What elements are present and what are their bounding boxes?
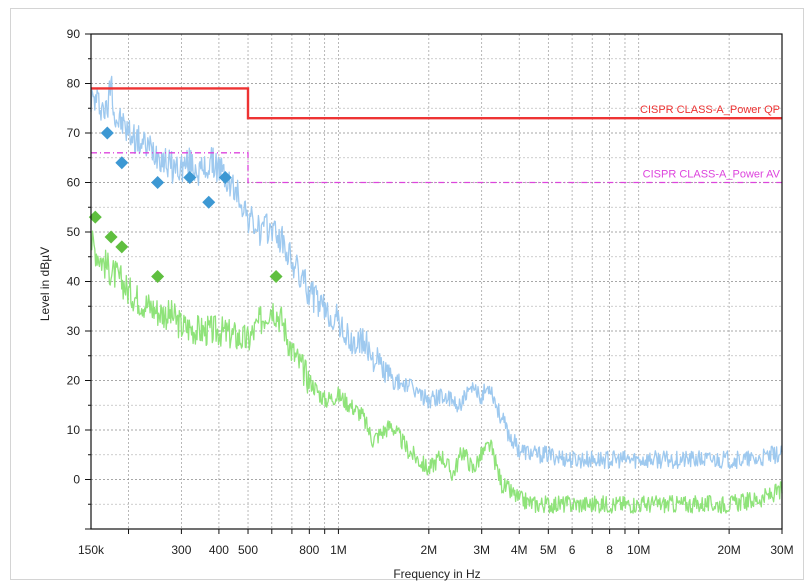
x-tick-labels: 150k 300 400 500 800 1M 2M 3M 4M 5M 6 8 10M 20M 30M [78, 543, 794, 557]
marker-layer [88, 126, 283, 284]
x-tick-label: 3M [473, 543, 490, 557]
x-axis-title: Frequency in Hz [393, 567, 480, 581]
peak-marker [183, 171, 197, 185]
peak-marker [202, 195, 216, 209]
peak-marker [218, 171, 232, 185]
y-tick-labels: 0 10 20 30 40 50 60 70 80 90 [67, 27, 81, 487]
y-tick-label: 80 [67, 77, 81, 91]
peak-marker [151, 270, 165, 284]
limit-layer: CISPR CLASS-A_Power QP CISPR CLASS-A_Powe… [91, 87, 782, 184]
limit-line-label: CISPR CLASS-A_Power AV [643, 169, 781, 181]
y-axis-title: Level in dBµV [38, 247, 52, 321]
peak-marker [151, 176, 165, 189]
y-tick-label: 10 [67, 423, 81, 437]
x-tick-label: 400 [209, 543, 229, 557]
x-tick-label: 30M [770, 543, 793, 557]
limit-line [91, 87, 782, 120]
y-tick-label: 20 [67, 374, 81, 388]
y-tick-label: 30 [67, 324, 81, 338]
x-tick-label: 10M [627, 543, 650, 557]
limit-line [91, 152, 782, 184]
y-tick-label: 60 [67, 176, 81, 190]
chart-frame [10, 8, 804, 580]
x-tick-label: 1M [330, 543, 347, 557]
peak-marker [269, 270, 283, 284]
measurement-trace [90, 75, 783, 470]
x-tick-label: 4M [511, 543, 528, 557]
series-layer [90, 75, 783, 514]
x-tick-label: 8 [606, 543, 613, 557]
plot-border [90, 33, 783, 530]
peak-marker [88, 210, 102, 224]
x-tick-label: 6 [569, 543, 576, 557]
x-tick-label: 300 [171, 543, 191, 557]
peak-marker [115, 156, 129, 170]
grid [85, 33, 783, 534]
x-tick-label: 2M [420, 543, 437, 557]
y-tick-label: 0 [73, 473, 80, 487]
x-tick-label: 800 [299, 543, 319, 557]
limit-line-label: CISPR CLASS-A_Power QP [640, 104, 780, 116]
x-tick-label: 500 [238, 543, 258, 557]
measurement-trace [90, 230, 783, 514]
peak-marker [100, 126, 114, 140]
y-tick-label: 90 [67, 27, 81, 41]
x-tick-label: 20M [717, 543, 740, 557]
y-tick-label: 50 [67, 225, 81, 239]
peak-marker [115, 240, 129, 254]
y-tick-label: 40 [67, 275, 81, 289]
y-tick-label: 70 [67, 126, 81, 140]
x-tick-label: 5M [540, 543, 557, 557]
peak-marker [104, 230, 118, 244]
x-tick-label: 150k [78, 543, 105, 557]
